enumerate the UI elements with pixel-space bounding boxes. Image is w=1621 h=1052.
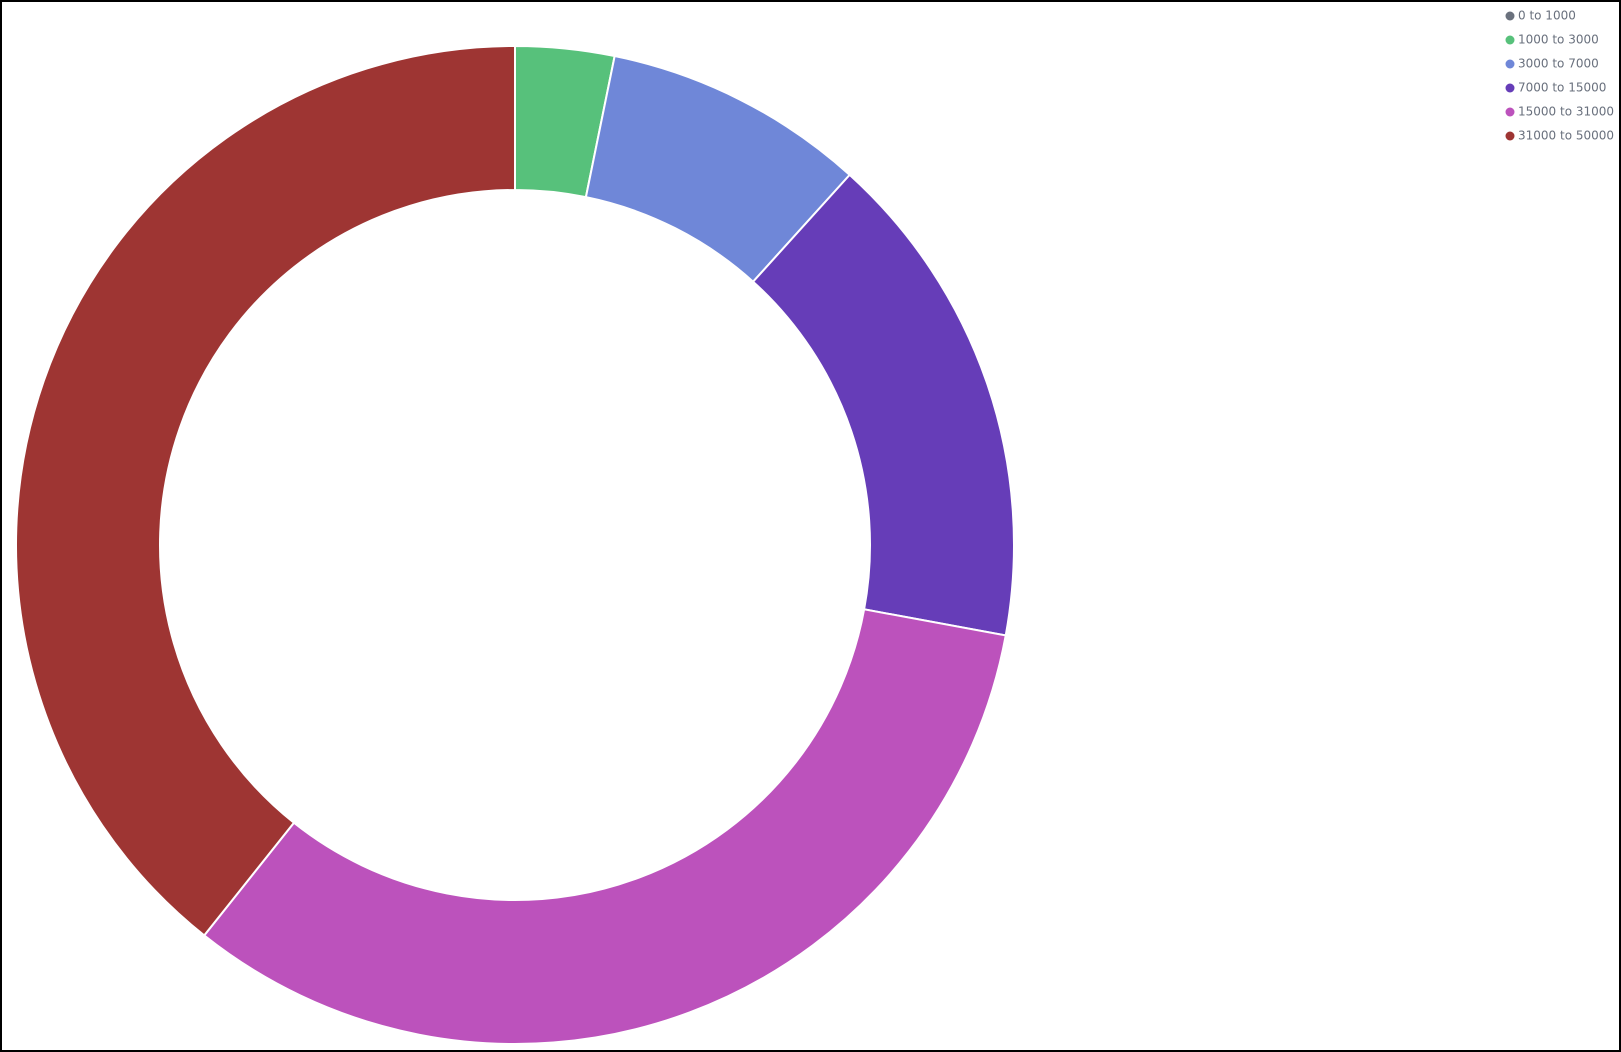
legend-swatch <box>1505 35 1515 45</box>
legend-label[interactable]: 3000 to 7000 <box>1518 57 1599 71</box>
legend-swatch <box>1505 83 1515 93</box>
legend-label[interactable]: 0 to 1000 <box>1518 9 1576 23</box>
donut-slice <box>202 608 1007 1045</box>
legend-swatch <box>1505 11 1515 21</box>
legend-label[interactable]: 31000 to 50000 <box>1518 129 1614 143</box>
legend-swatch <box>1505 59 1515 69</box>
legend-label[interactable]: 7000 to 15000 <box>1518 81 1606 95</box>
legend-swatch <box>1505 131 1515 141</box>
donut-slice <box>15 44 516 937</box>
legend-label[interactable]: 1000 to 3000 <box>1518 33 1599 47</box>
legend-swatch <box>1505 107 1515 117</box>
legend-label[interactable]: 15000 to 31000 <box>1518 105 1614 119</box>
